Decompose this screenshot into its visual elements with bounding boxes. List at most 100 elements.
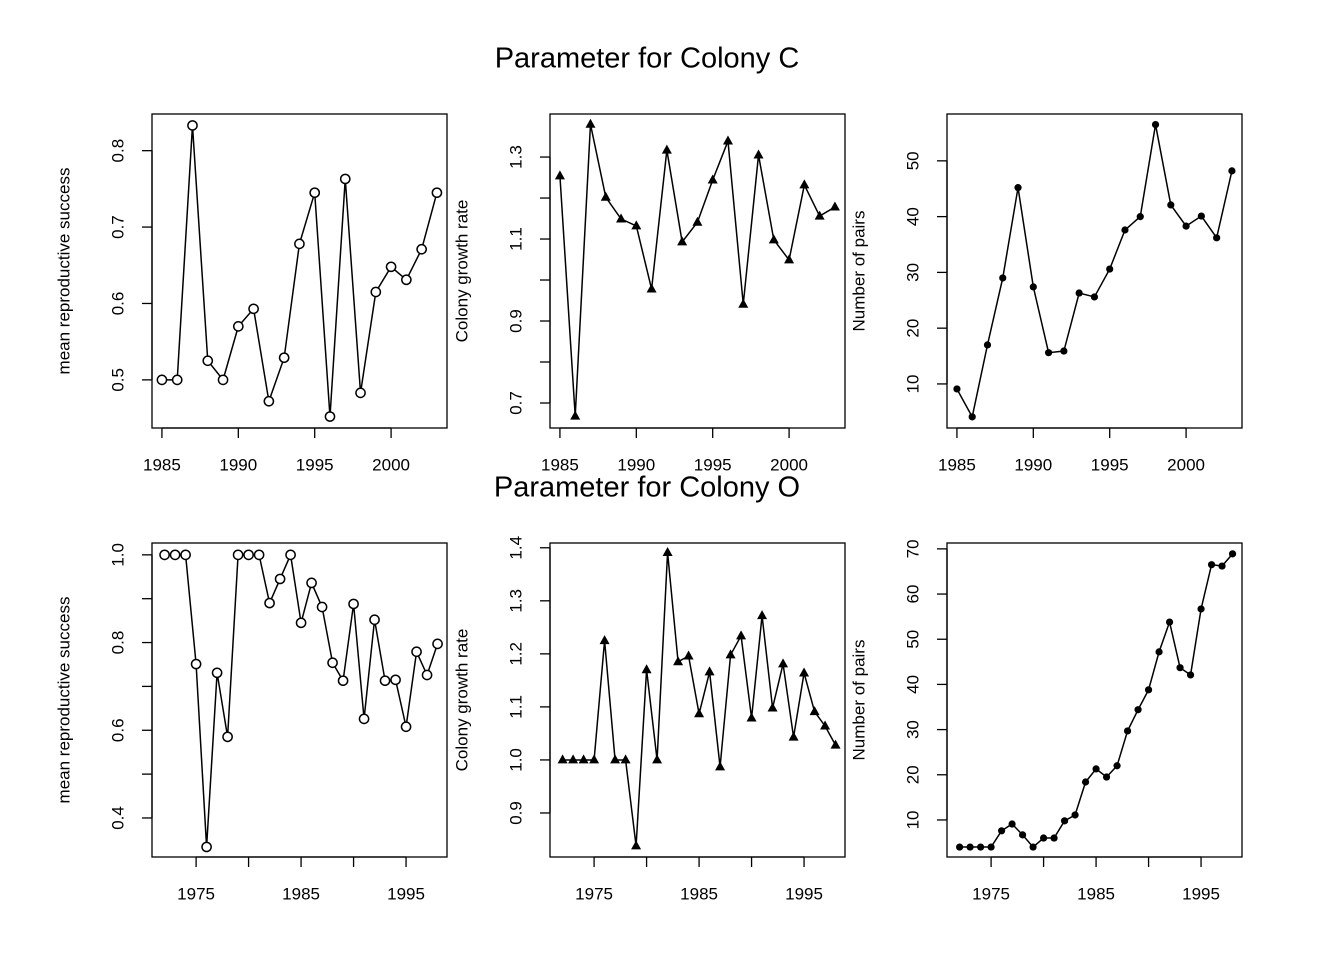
point — [570, 410, 581, 420]
series-line — [161, 125, 438, 417]
point — [1029, 843, 1037, 851]
panel: mean reproductive success 1985 1990 1995 200… — [54, 113, 448, 474]
point — [1228, 550, 1237, 558]
y-tick-label: 0.9 — [506, 309, 525, 333]
point — [578, 754, 589, 764]
panel: Parameter for Colony C Colony growth rate… — [452, 43, 846, 474]
y-tick-label: 30 — [903, 263, 922, 282]
point — [1090, 293, 1099, 301]
point — [987, 843, 995, 851]
point — [683, 650, 694, 660]
point — [1182, 222, 1190, 230]
point — [953, 385, 961, 393]
series-line — [164, 552, 439, 847]
y-tick-label: 60 — [903, 585, 922, 604]
point — [401, 274, 412, 286]
series-line — [959, 553, 1234, 849]
x-tick-label: 1995 — [1091, 455, 1129, 474]
x-tick-label: 1995 — [1182, 884, 1220, 903]
point — [677, 236, 688, 246]
point — [1081, 778, 1090, 786]
point — [1029, 283, 1037, 291]
point — [1113, 762, 1121, 770]
x-tick-label: 1990 — [1014, 455, 1052, 474]
point — [1197, 212, 1205, 220]
point — [348, 598, 359, 610]
point — [788, 731, 799, 741]
point — [232, 549, 244, 561]
point — [692, 216, 703, 226]
point — [400, 721, 412, 733]
y-tick-label: 1.0 — [108, 543, 127, 567]
point — [646, 283, 657, 293]
point — [1207, 561, 1216, 569]
series-line — [559, 124, 836, 417]
point — [159, 549, 170, 561]
y-tick-label: 20 — [903, 319, 922, 338]
point — [390, 674, 401, 686]
point — [324, 411, 336, 422]
point — [830, 739, 841, 749]
point — [171, 374, 183, 386]
point — [339, 173, 351, 185]
y-tick-label: 30 — [903, 720, 922, 739]
point — [983, 341, 992, 349]
point — [652, 754, 663, 764]
point — [999, 274, 1007, 282]
x-tick-label: 1995 — [387, 884, 425, 903]
point — [778, 658, 789, 668]
point — [222, 731, 233, 743]
point — [421, 669, 433, 681]
y-tick-label: 0.7 — [108, 215, 127, 239]
y-tick-label: 40 — [903, 675, 922, 694]
panel: Parameter for Colony O Colony growth rate… — [452, 472, 846, 903]
point — [829, 201, 840, 211]
y-tick-label: 50 — [903, 151, 922, 170]
y-tick-label: 0.7 — [506, 391, 525, 415]
y-axis-label: Colony growth rate — [452, 629, 471, 772]
point — [1197, 605, 1205, 613]
point — [211, 667, 223, 679]
point — [585, 118, 596, 128]
x-tick-label: 1975 — [972, 884, 1010, 903]
point — [1151, 120, 1160, 129]
point — [285, 549, 296, 561]
point — [385, 261, 397, 273]
x-tick-label: 2000 — [770, 455, 808, 474]
point — [809, 706, 820, 716]
point — [722, 135, 733, 145]
point — [589, 754, 600, 764]
point — [274, 573, 286, 585]
point — [1218, 562, 1226, 570]
x-tick-label: 1995 — [296, 455, 334, 474]
panel: Number of pairs 1985 1990 1995 2000 10 20 30 40 5… — [849, 113, 1243, 474]
point — [278, 352, 290, 364]
series-line — [956, 124, 1233, 419]
point — [799, 179, 810, 189]
y-tick-label: 1.1 — [506, 227, 525, 251]
chart-title: Parameter for Colony C — [495, 43, 800, 75]
x-tick-label: 1995 — [694, 455, 732, 474]
point — [753, 149, 764, 159]
point — [725, 649, 736, 659]
point — [1106, 265, 1114, 273]
point — [264, 597, 275, 609]
point — [661, 144, 672, 154]
y-tick-label: 0.6 — [108, 718, 127, 742]
point — [355, 387, 366, 399]
y-tick-label: 0.8 — [108, 631, 127, 655]
point — [1186, 671, 1195, 679]
point — [180, 549, 191, 561]
plot-frame — [151, 113, 448, 429]
y-tick-label: 0.8 — [108, 139, 127, 163]
point — [201, 841, 212, 853]
point — [217, 374, 229, 386]
point — [253, 549, 265, 561]
y-axis-label: Colony growth rate — [452, 200, 471, 343]
point — [263, 395, 275, 407]
point — [599, 635, 610, 645]
point — [968, 413, 976, 421]
y-tick-label: 10 — [903, 810, 922, 829]
